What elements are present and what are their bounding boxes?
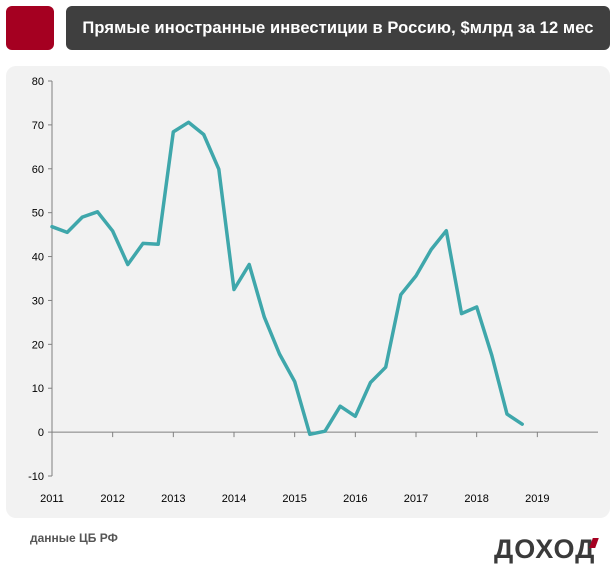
fdi-series-line bbox=[50, 120, 524, 437]
x-tick-label: 2015 bbox=[282, 493, 306, 505]
x-tick-label: 2012 bbox=[100, 493, 124, 505]
chart-title-bar: Прямые иностранные инвестиции в Россию, … bbox=[66, 6, 610, 50]
x-tick-label: 2017 bbox=[404, 493, 428, 505]
y-tick-label: 60 bbox=[32, 164, 44, 176]
y-tick-label: 40 bbox=[32, 252, 44, 264]
y-tick-label: 50 bbox=[32, 208, 44, 220]
source-note: данные ЦБ РФ bbox=[30, 531, 118, 545]
x-tick-label: 2013 bbox=[161, 493, 185, 505]
x-tick-label: 2014 bbox=[222, 493, 246, 505]
x-tick-label: 2019 bbox=[525, 493, 549, 505]
y-tick-label: 20 bbox=[32, 339, 44, 351]
y-tick-label: 30 bbox=[32, 295, 44, 307]
y-tick-label: 10 bbox=[32, 383, 44, 395]
x-tick-label: 2011 bbox=[40, 493, 64, 505]
chart-title: Прямые иностранные инвестиции в Россию, … bbox=[82, 18, 594, 37]
brand-logo: ДОХОД bbox=[494, 534, 596, 564]
y-tick-label: 70 bbox=[32, 120, 44, 132]
x-tick-label: 2018 bbox=[464, 493, 488, 505]
plot-panel bbox=[6, 66, 610, 518]
y-tick-label: 0 bbox=[38, 427, 44, 439]
y-tick-label: -10 bbox=[28, 471, 44, 483]
brand-accent-square bbox=[6, 6, 54, 50]
y-tick-label: 80 bbox=[32, 76, 44, 88]
x-tick-label: 2016 bbox=[343, 493, 367, 505]
